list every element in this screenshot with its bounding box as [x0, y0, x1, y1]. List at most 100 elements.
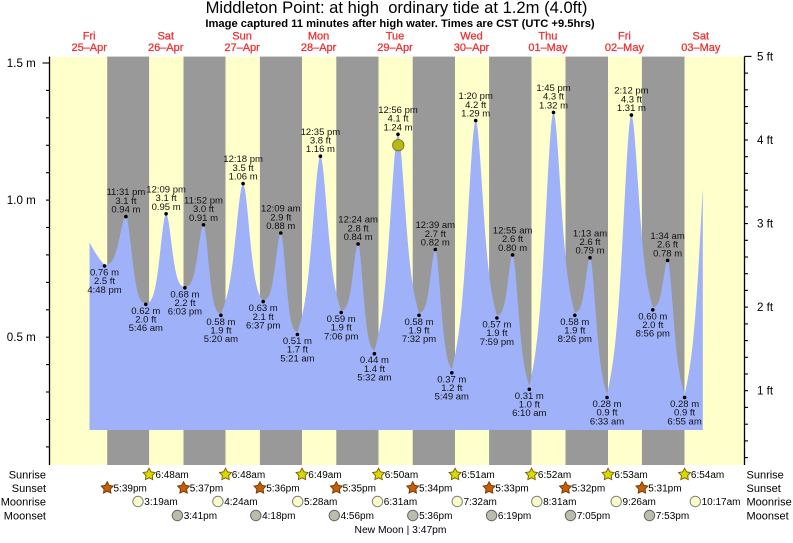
svg-text:Fri: Fri	[83, 31, 96, 43]
svg-text:5:46 am: 5:46 am	[129, 323, 163, 334]
svg-text:5:37pm: 5:37pm	[190, 484, 223, 495]
svg-text:Sat: Sat	[157, 31, 174, 43]
svg-text:2:12 pm: 2:12 pm	[614, 86, 648, 97]
svg-text:5 ft: 5 ft	[757, 50, 774, 63]
svg-text:0.57 m: 0.57 m	[482, 320, 511, 331]
svg-text:Sunset: Sunset	[747, 483, 781, 495]
svg-text:1.9 ft: 1.9 ft	[564, 326, 585, 337]
svg-text:Sun: Sun	[232, 31, 252, 43]
svg-text:2.0 ft: 2.0 ft	[642, 320, 663, 331]
svg-text:1.06 m: 1.06 m	[229, 172, 258, 183]
svg-text:6:37 pm: 6:37 pm	[246, 321, 280, 332]
svg-text:7:32am: 7:32am	[464, 497, 497, 508]
svg-text:12:24 am: 12:24 am	[338, 215, 378, 226]
svg-text:1:34 am: 1:34 am	[650, 231, 684, 242]
svg-text:0.28 m: 0.28 m	[670, 399, 699, 410]
svg-text:28–Apr: 28–Apr	[301, 42, 337, 54]
svg-text:1.9 ft: 1.9 ft	[486, 328, 507, 339]
svg-text:3.1 ft: 3.1 ft	[156, 193, 177, 204]
svg-text:0.62 m: 0.62 m	[131, 306, 160, 317]
svg-text:3 ft: 3 ft	[757, 218, 774, 231]
svg-text:1.24 m: 1.24 m	[383, 122, 412, 133]
svg-text:1 ft: 1 ft	[757, 385, 774, 398]
svg-text:0.28 m: 0.28 m	[592, 399, 621, 410]
svg-text:Image captured 11 minutes afte: Image captured 11 minutes after high wat…	[205, 18, 595, 30]
svg-text:0.95 m: 0.95 m	[152, 202, 181, 213]
svg-text:0.84 m: 0.84 m	[344, 232, 373, 243]
svg-text:7:53pm: 7:53pm	[656, 511, 689, 522]
svg-text:25–Apr: 25–Apr	[71, 42, 107, 54]
svg-text:6:48am: 6:48am	[232, 470, 265, 481]
svg-text:Middleton Point: at high ordi: Middleton Point: at high ordinary tide a…	[206, 0, 588, 17]
svg-text:1.9 ft: 1.9 ft	[408, 326, 429, 337]
svg-text:0.31 m: 0.31 m	[515, 391, 544, 402]
svg-text:7:06 pm: 7:06 pm	[324, 331, 358, 342]
svg-text:5:20 am: 5:20 am	[204, 334, 238, 345]
svg-text:6:52am: 6:52am	[538, 470, 571, 481]
svg-text:0.94 m: 0.94 m	[111, 205, 140, 216]
svg-text:6:49am: 6:49am	[308, 470, 341, 481]
svg-text:4.3 ft: 4.3 ft	[621, 94, 642, 105]
svg-text:Sat: Sat	[693, 31, 710, 43]
svg-text:1.2 ft: 1.2 ft	[441, 383, 462, 394]
svg-text:8:31am: 8:31am	[543, 497, 576, 508]
svg-text:0.76 m: 0.76 m	[90, 267, 119, 278]
svg-text:7:32 pm: 7:32 pm	[402, 334, 436, 345]
svg-text:0.58 m: 0.58 m	[404, 317, 433, 328]
svg-text:6:48am: 6:48am	[155, 470, 188, 481]
svg-text:4.3 ft: 4.3 ft	[543, 92, 564, 103]
svg-text:0.5 m: 0.5 m	[7, 331, 36, 344]
svg-text:1.9 ft: 1.9 ft	[210, 326, 231, 337]
svg-text:Moonrise: Moonrise	[1, 497, 46, 509]
svg-text:5:31pm: 5:31pm	[648, 484, 681, 495]
svg-text:11:52 pm: 11:52 pm	[184, 195, 223, 206]
svg-text:6:33 am: 6:33 am	[590, 416, 624, 427]
svg-text:3.1 ft: 3.1 ft	[115, 196, 136, 207]
svg-text:2 ft: 2 ft	[757, 301, 774, 314]
svg-text:10:17am: 10:17am	[702, 497, 741, 508]
svg-text:5:34pm: 5:34pm	[419, 484, 452, 495]
svg-text:2.6 ft: 2.6 ft	[502, 234, 523, 245]
svg-text:Moonrise: Moonrise	[747, 497, 792, 509]
svg-text:12:18 pm: 12:18 pm	[223, 154, 263, 165]
svg-text:1.32 m: 1.32 m	[539, 100, 568, 111]
svg-text:4.2 ft: 4.2 ft	[465, 100, 486, 111]
svg-text:0.9 ft: 0.9 ft	[674, 408, 695, 419]
svg-text:1.7 ft: 1.7 ft	[287, 345, 308, 356]
svg-text:12:39 am: 12:39 am	[415, 220, 455, 231]
svg-text:01–May: 01–May	[528, 42, 568, 54]
svg-text:2.6 ft: 2.6 ft	[579, 237, 600, 248]
svg-text:12:35 pm: 12:35 pm	[301, 127, 341, 138]
svg-text:4:24am: 4:24am	[224, 497, 257, 508]
svg-text:1.16 m: 1.16 m	[306, 144, 335, 155]
svg-text:0.63 m: 0.63 m	[249, 303, 278, 314]
svg-text:1.4 ft: 1.4 ft	[364, 364, 385, 375]
svg-text:2.9 ft: 2.9 ft	[270, 212, 291, 223]
svg-text:1.29 m: 1.29 m	[461, 109, 490, 120]
svg-text:1:13 am: 1:13 am	[573, 228, 607, 239]
svg-text:0.58 m: 0.58 m	[560, 317, 589, 328]
svg-text:6:10 am: 6:10 am	[512, 408, 546, 419]
svg-text:03–May: 03–May	[681, 42, 721, 54]
svg-text:Moonset: Moonset	[747, 511, 789, 523]
svg-text:4:56pm: 4:56pm	[341, 511, 374, 522]
svg-text:2.2 ft: 2.2 ft	[174, 298, 195, 309]
svg-text:5:32pm: 5:32pm	[572, 484, 605, 495]
svg-text:4:48 pm: 4:48 pm	[87, 285, 121, 296]
svg-text:0.58 m: 0.58 m	[206, 317, 235, 328]
svg-text:4.1 ft: 4.1 ft	[387, 114, 408, 125]
svg-text:8:56 pm: 8:56 pm	[636, 329, 670, 340]
svg-text:Wed: Wed	[460, 31, 482, 43]
svg-text:Tue: Tue	[386, 31, 405, 43]
svg-text:4:18pm: 4:18pm	[262, 511, 295, 522]
svg-text:12:09 am: 12:09 am	[261, 204, 301, 215]
svg-text:7:05pm: 7:05pm	[577, 511, 610, 522]
svg-text:0.79 m: 0.79 m	[575, 246, 604, 257]
svg-text:6:55 am: 6:55 am	[667, 416, 701, 427]
svg-text:30–Apr: 30–Apr	[454, 42, 490, 54]
svg-text:5:28am: 5:28am	[304, 497, 337, 508]
svg-text:1.5 m: 1.5 m	[7, 57, 36, 70]
svg-text:Fri: Fri	[618, 31, 631, 43]
svg-text:New Moon | 3:47pm: New Moon | 3:47pm	[355, 525, 447, 536]
svg-text:5:36pm: 5:36pm	[419, 511, 452, 522]
